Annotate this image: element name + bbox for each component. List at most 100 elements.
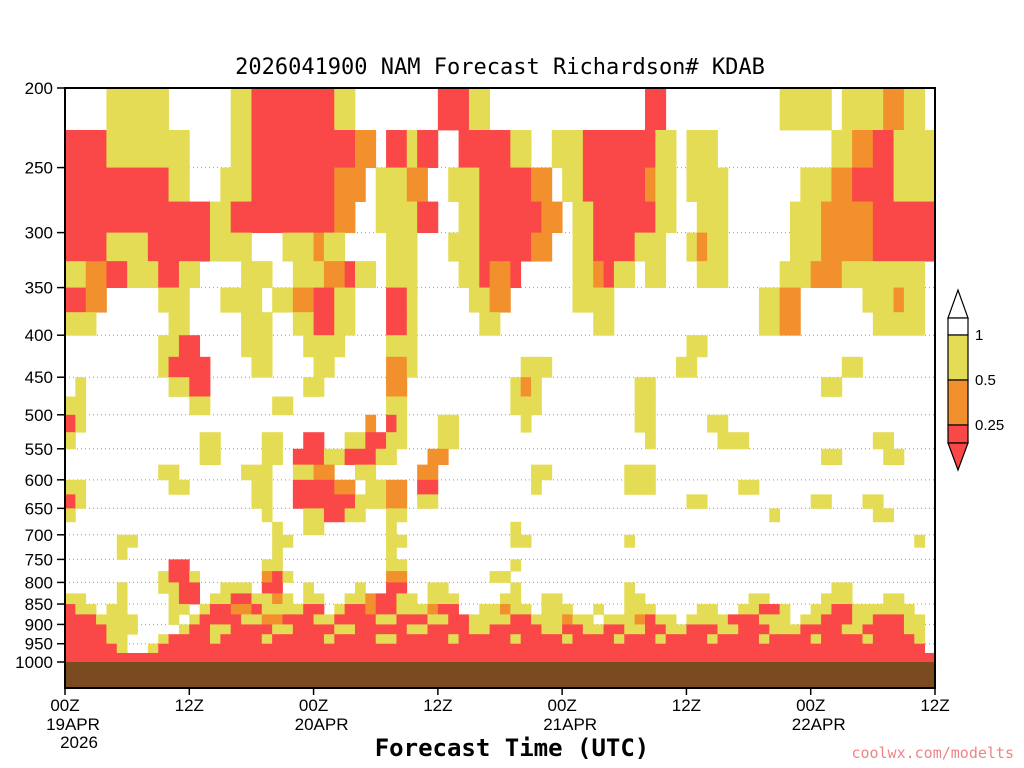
heatmap-cell [85, 287, 97, 313]
heatmap-cell [323, 494, 335, 509]
heatmap-cell [613, 261, 625, 288]
heatmap-cell [914, 261, 926, 288]
heatmap-cell [893, 448, 905, 466]
heatmap-cell [676, 634, 687, 645]
heatmap-cell [251, 201, 263, 234]
heatmap-cell [883, 432, 894, 450]
heatmap-cell [800, 652, 812, 663]
heatmap-cell [158, 167, 169, 202]
heatmap-cell [872, 287, 884, 313]
heatmap-cell [821, 201, 832, 234]
heatmap-cell [344, 614, 356, 625]
heatmap-cell [686, 614, 698, 625]
heatmap-cell [883, 652, 894, 663]
heatmap-cell [116, 652, 128, 663]
heatmap-cell [572, 201, 584, 234]
y-tick-label: 950 [25, 635, 53, 654]
heatmap-cell [645, 130, 656, 168]
heatmap-cell [365, 643, 377, 654]
heatmap-cell [220, 167, 232, 202]
heatmap-cell [541, 634, 553, 645]
heatmap-cell [272, 201, 283, 234]
heatmap-cell [500, 571, 511, 583]
heatmap-cell [272, 593, 283, 605]
watermark: coolwx.com/modelts [851, 744, 1014, 762]
heatmap-cells [65, 88, 936, 663]
heatmap-cell [313, 643, 325, 654]
heatmap-cell [282, 593, 294, 605]
heatmap-cell [417, 604, 428, 615]
heatmap-cell [479, 604, 491, 615]
heatmap-cell [158, 356, 169, 378]
heatmap-cell [893, 130, 905, 168]
axes: 200 250 300 350 400 450 500 550 600 650 700 750 800 8… [15, 79, 949, 752]
heatmap-cell [852, 232, 863, 262]
heatmap-cell [261, 448, 273, 466]
heatmap-cell [344, 287, 356, 313]
heatmap-cell [738, 479, 749, 495]
heatmap-cell [510, 582, 522, 594]
heatmap-cell [127, 624, 138, 635]
heatmap-cell [220, 582, 232, 594]
heatmap-cell [520, 634, 532, 645]
heatmap-cell [883, 593, 894, 605]
heatmap-cell [893, 201, 905, 234]
heatmap-cell [303, 88, 314, 131]
heatmap-cell [127, 232, 138, 262]
heatmap-cell [323, 335, 335, 358]
heatmap-cell [251, 624, 263, 635]
heatmap-cell [872, 604, 884, 615]
heatmap-cell [282, 201, 294, 234]
heatmap-cell [520, 130, 532, 168]
heatmap-cell [841, 652, 853, 663]
heatmap-cell [178, 287, 190, 313]
heatmap-cell [862, 167, 874, 202]
heatmap-cell [261, 312, 273, 336]
heatmap-cell [106, 261, 118, 288]
heatmap-cell [272, 432, 283, 450]
heatmap-cell [199, 643, 211, 654]
heatmap-cell [872, 312, 884, 336]
heatmap-cell [303, 287, 314, 313]
heatmap-cell [613, 624, 625, 635]
heatmap-cell [841, 261, 853, 288]
heatmap-cell [531, 377, 542, 397]
heatmap-cell [500, 614, 511, 625]
heatmap-cell [396, 604, 408, 615]
heatmap-cell [893, 614, 905, 625]
heatmap-cell [790, 201, 801, 234]
heatmap-cell [914, 287, 926, 313]
heatmap-cell [386, 593, 397, 605]
heatmap-cell [458, 652, 470, 663]
heatmap-cell [437, 582, 449, 594]
heatmap-cell [510, 559, 522, 572]
heatmap-cell [696, 614, 708, 625]
heatmap-cell [883, 614, 894, 625]
heatmap-cell [386, 521, 397, 536]
heatmap-cell [241, 232, 252, 262]
heatmap-cell [489, 652, 501, 663]
heatmap-cell [323, 167, 335, 202]
heatmap-cell [230, 634, 242, 645]
heatmap-cell [313, 508, 325, 523]
heatmap-cell [717, 643, 729, 654]
heatmap-cell [634, 201, 646, 234]
heatmap-cell [386, 494, 397, 509]
y-tick-label: 300 [25, 224, 53, 243]
heatmap-cell [468, 167, 480, 202]
heatmap-cell [810, 624, 822, 635]
heatmap-cell [417, 614, 428, 625]
heatmap-cell [665, 643, 677, 654]
heatmap-cell [448, 624, 459, 635]
heatmap-cell [168, 571, 180, 583]
heatmap-cell [903, 261, 915, 288]
heatmap-cell [355, 508, 366, 523]
heatmap-cell [893, 88, 905, 131]
heatmap-cell [841, 130, 853, 168]
heatmap-cell [520, 201, 532, 234]
heatmap-cell [116, 634, 128, 645]
heatmap-cell [137, 130, 149, 168]
heatmap-cell [210, 201, 221, 234]
heatmap-cell [334, 643, 346, 654]
